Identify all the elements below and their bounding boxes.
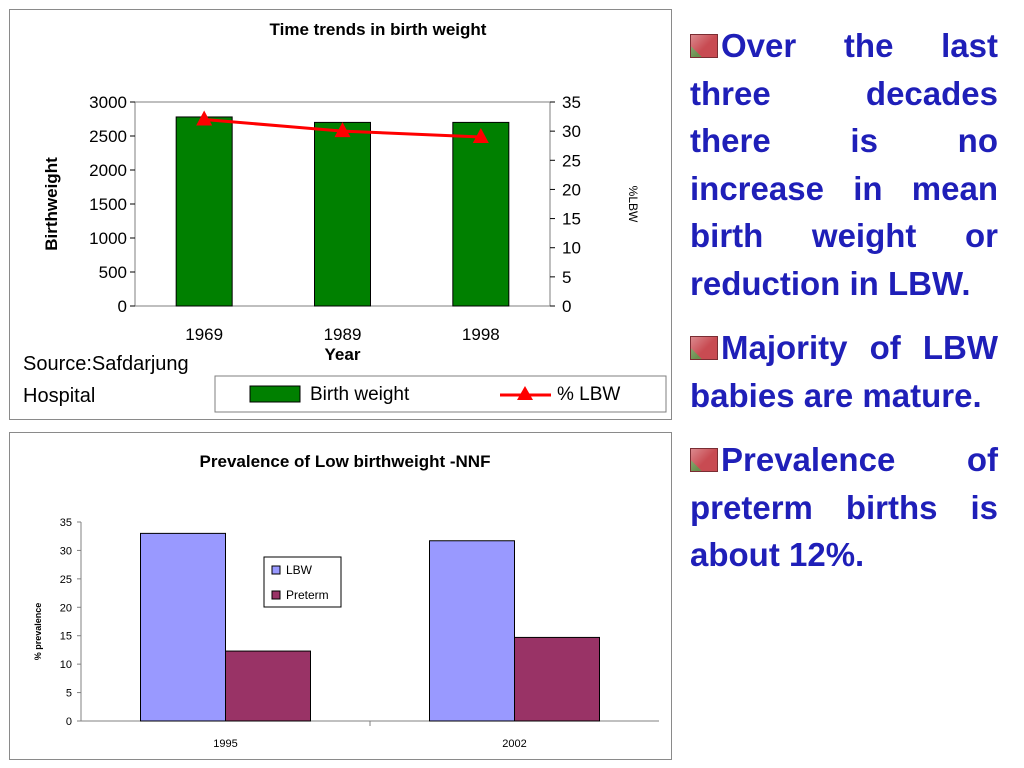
birth-weight-chart-panel: Time trends in birth weight 0 500 1000 1500 2… <box>9 9 672 420</box>
birth-weight-chart: Time trends in birth weight 0 500 1000 1500 2… <box>42 20 667 413</box>
bullet-text: Majority of LBW babies are mature. <box>690 329 998 414</box>
y-tick-label: 1500 <box>89 195 127 214</box>
y-tick-label: 10 <box>60 659 72 671</box>
y2-axis-label: %LBW <box>626 186 640 223</box>
y-tick-label: 15 <box>60 631 72 643</box>
source-note: Source:Safdarjung Hospital <box>23 353 189 407</box>
lbw-bar <box>429 540 515 722</box>
legend-swatch-lbw <box>271 565 281 575</box>
preterm-bar <box>514 636 600 722</box>
legend-label-birth-weight: Birth weight <box>310 384 410 405</box>
birth-weight-bar <box>175 116 233 307</box>
x-tick-label: 2002 <box>502 738 526 750</box>
x-tick-label: 1989 <box>324 325 362 344</box>
legend-label-lbw: LBW <box>286 563 313 577</box>
y-tick-label: 30 <box>60 545 72 557</box>
lbw-prevalence-chart: Prevalence of Low birthweight -NNF 0 5 10 15… <box>33 452 659 750</box>
y2-tick-label: 25 <box>562 151 581 170</box>
y-tick-label: 35 <box>60 517 72 529</box>
flower-bullet-icon <box>690 34 718 58</box>
y-tick-label: 0 <box>118 297 127 316</box>
legend-label-preterm: Preterm <box>286 588 329 602</box>
x-axis-label: Year <box>325 345 361 364</box>
x-tick-label: 1969 <box>185 325 223 344</box>
chart-legend: Birth weight % LBW <box>214 375 667 413</box>
flower-bullet-icon <box>690 336 718 360</box>
y2-tick-label: 15 <box>562 210 581 229</box>
birth-weight-bar <box>314 121 371 307</box>
y2-tick-label: 5 <box>562 268 571 287</box>
y-tick-label: 25 <box>60 574 72 586</box>
bullet-item: Over the last three decades there is no … <box>690 22 998 307</box>
lbw-prevalence-chart-panel: Prevalence of Low birthweight -NNF 0 5 10 15… <box>9 432 672 760</box>
y-tick-label: 5 <box>66 688 72 700</box>
y2-tick-label: 30 <box>562 122 581 141</box>
y-axis-label: % prevalence <box>33 603 43 661</box>
x-tick-label: 1995 <box>213 738 237 750</box>
y2-tick-label: 10 <box>562 239 581 258</box>
y2-tick-label: 20 <box>562 180 581 199</box>
bullet-text: Prevalence of preterm births is about 12… <box>690 441 998 573</box>
bullet-list: Over the last three decades there is no … <box>690 22 998 596</box>
y2-tick-label: 35 <box>562 93 581 112</box>
lbw-point <box>196 110 213 126</box>
chart-title: Prevalence of Low birthweight -NNF <box>200 452 491 471</box>
legend-marker-lbw <box>517 386 533 400</box>
bullet-text: Over the last three decades there is no … <box>690 27 998 302</box>
bullet-item: Majority of LBW babies are mature. <box>690 324 998 419</box>
flower-bullet-icon <box>690 448 718 472</box>
lbw-point <box>334 122 351 138</box>
y-tick-label: 500 <box>99 263 127 282</box>
legend-swatch-birth-weight <box>249 385 301 403</box>
x-tick-label: 1998 <box>462 325 500 344</box>
y-tick-label: 20 <box>60 602 72 614</box>
lbw-point <box>472 127 489 143</box>
y-tick-label: 1000 <box>89 229 127 248</box>
bullet-item: Prevalence of preterm births is about 12… <box>690 436 998 579</box>
y-tick-label: 0 <box>66 716 72 728</box>
chart-title: Time trends in birth weight <box>270 20 487 39</box>
y-tick-label: 2000 <box>89 161 127 180</box>
y2-tick-label: 0 <box>562 297 571 316</box>
birth-weight-bar <box>452 121 510 307</box>
lbw-bar <box>140 532 226 722</box>
chart-legend: LBW Preterm <box>263 556 342 608</box>
y-tick-label: 2500 <box>89 127 127 146</box>
y-tick-label: 3000 <box>89 93 127 112</box>
preterm-bar <box>225 650 311 722</box>
y-axis-label: Birthweight <box>42 157 61 251</box>
legend-swatch-preterm <box>271 590 281 600</box>
legend-label-lbw: % LBW <box>557 384 620 405</box>
